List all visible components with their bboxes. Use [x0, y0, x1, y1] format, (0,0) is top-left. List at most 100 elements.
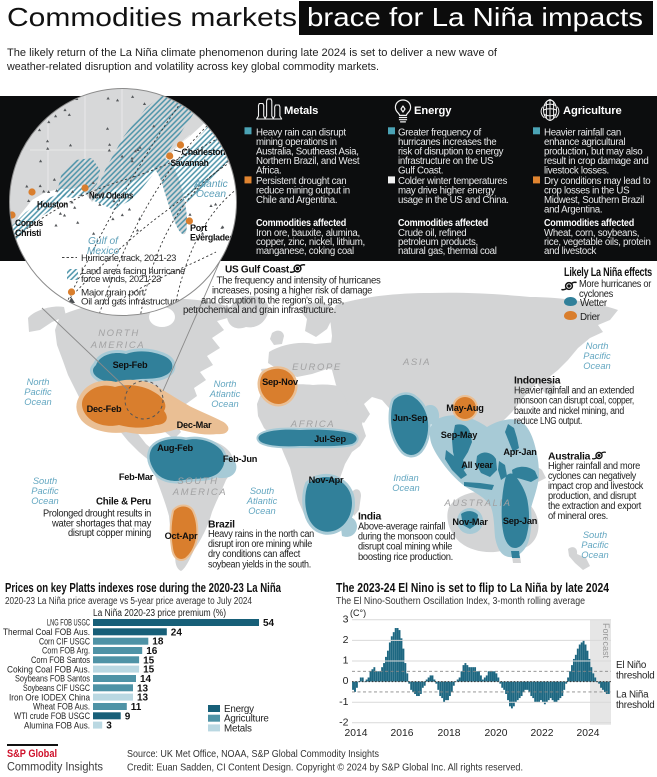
svg-text:Drier: Drier: [580, 312, 601, 323]
svg-text:Iron Ore IODEX China: Iron Ore IODEX China: [9, 691, 91, 702]
svg-text:Alumina FOB Aus.: Alumina FOB Aus.: [24, 719, 90, 730]
svg-text:EUROPE: EUROPE: [292, 362, 342, 373]
svg-text:The El Nino-Southern Oscillati: The El Nino-Southern Oscillation Index, …: [336, 596, 585, 607]
svg-text:Ocean: Ocean: [31, 496, 58, 506]
svg-text:Higher rainfall and more: Higher rainfall and more: [548, 461, 641, 472]
svg-text:South: South: [583, 530, 607, 540]
svg-text:Commodities affected: Commodities affected: [544, 218, 634, 229]
svg-text:La Niña: La Niña: [616, 690, 649, 701]
svg-text:Likely La Niña effects: Likely La Niña effects: [564, 267, 652, 279]
svg-text:Iron ore, bauxite, alumina,: Iron ore, bauxite, alumina,: [256, 228, 360, 239]
svg-text:Pacific: Pacific: [583, 351, 611, 361]
svg-text:2018: 2018: [438, 728, 461, 739]
svg-text:Major grain port: Major grain port: [81, 288, 145, 298]
svg-text:Sep-Jan: Sep-Jan: [503, 516, 538, 526]
svg-text:Heavy rains in the north can: Heavy rains in the north can: [208, 529, 314, 540]
svg-text:LNG FOB USGC: LNG FOB USGC: [47, 617, 90, 628]
svg-text:The likely return of the La Ni: The likely return of the La Niña climate…: [7, 47, 498, 59]
svg-text:Persistent drought can: Persistent drought can: [256, 176, 346, 187]
svg-text:and livestock: and livestock: [544, 246, 597, 257]
svg-text:Australia: Australia: [548, 452, 591, 463]
svg-text:9: 9: [125, 711, 131, 722]
svg-text:2020-23 La Niña price average: 2020-23 La Niña price average vs 5-year …: [5, 596, 252, 607]
svg-text:(C°): (C°): [350, 608, 366, 618]
svg-text:manganese, coking coal: manganese, coking coal: [256, 246, 354, 257]
svg-text:-1: -1: [339, 696, 348, 708]
svg-text:rice, vegetable oils, protein: rice, vegetable oils, protein: [544, 237, 651, 248]
svg-text:production, and disrupt: production, and disrupt: [548, 491, 637, 502]
svg-text:The frequency and intensity of: The frequency and intensity of hurricane…: [217, 276, 381, 287]
svg-text:Commodity Insights: Commodity Insights: [7, 762, 103, 774]
svg-text:disrupt iron ore mining while: disrupt iron ore mining while: [208, 539, 313, 550]
svg-text:Brazil: Brazil: [208, 520, 235, 531]
svg-text:India: India: [358, 512, 381, 523]
svg-text:Heavier rainfall and an extend: Heavier rainfall and an extended: [514, 386, 634, 397]
svg-text:Atlantic: Atlantic: [209, 389, 241, 399]
svg-text:Thermal Coal FOB Aus.: Thermal Coal FOB Aus.: [3, 626, 90, 637]
svg-text:risk of disruption to energy: risk of disruption to energy: [398, 147, 504, 158]
svg-text:Sep-May: Sep-May: [441, 430, 478, 440]
svg-text:Indonesia: Indonesia: [514, 376, 561, 387]
svg-text:Chile and Argentina.: Chile and Argentina.: [256, 195, 337, 206]
svg-text:AFRICA: AFRICA: [290, 419, 335, 430]
svg-text:Coking Coal FOB Aus.: Coking Coal FOB Aus.: [7, 663, 90, 674]
svg-text:Metals: Metals: [224, 723, 252, 734]
svg-text:Jun-Sep: Jun-Sep: [393, 413, 428, 423]
svg-text:1: 1: [343, 655, 349, 667]
svg-text:Heavier rainfall can: Heavier rainfall can: [544, 127, 621, 138]
svg-text:Northern Brazil, and West: Northern Brazil, and West: [256, 156, 360, 167]
svg-text:Feb-Jun: Feb-Jun: [223, 454, 258, 464]
svg-text:13: 13: [137, 693, 149, 704]
svg-text:La Niña 2020-23 price premium: La Niña 2020-23 price premium (%): [93, 608, 226, 619]
svg-text:Oil and gas infrastructure: Oil and gas infrastructure: [81, 297, 180, 307]
svg-text:result in crop damage and: result in crop damage and: [544, 156, 649, 167]
svg-text:S&P Global: S&P Global: [7, 748, 57, 760]
svg-text:copper, zinc, nickel, lithium,: copper, zinc, nickel, lithium,: [256, 237, 365, 248]
svg-text:North: North: [586, 341, 609, 351]
svg-text:Metals: Metals: [284, 105, 318, 117]
svg-text:Greater frequency of: Greater frequency of: [398, 127, 481, 138]
svg-text:Wheat, corn, soybeans,: Wheat, corn, soybeans,: [544, 228, 639, 239]
svg-text:Sep-Feb: Sep-Feb: [113, 360, 148, 370]
svg-text:force winds, 2021-23: force winds, 2021-23: [81, 274, 161, 284]
svg-text:Christi: Christi: [15, 227, 41, 238]
svg-text:North: North: [214, 379, 237, 389]
svg-text:54: 54: [263, 618, 275, 629]
svg-text:cyclones: cyclones: [579, 289, 613, 300]
svg-text:disrupt copper mining: disrupt copper mining: [68, 528, 151, 539]
svg-text:water shortages that may: water shortages that may: [51, 518, 151, 529]
svg-text:Wetter: Wetter: [580, 298, 608, 309]
svg-text:AMERICA: AMERICA: [90, 340, 145, 351]
svg-text:2024: 2024: [577, 728, 600, 739]
svg-text:Gulf Coast.: Gulf Coast.: [398, 166, 443, 177]
svg-text:threshold: threshold: [616, 671, 655, 682]
svg-text:impact crop and livestock: impact crop and livestock: [548, 481, 643, 492]
svg-text:AUSTRALIA: AUSTRALIA: [443, 498, 511, 509]
svg-text:Apr-Jan: Apr-Jan: [503, 447, 537, 457]
svg-text:bauxite and nickel mining, and: bauxite and nickel mining, and: [514, 406, 624, 417]
svg-text:crop losses in the US: crop losses in the US: [544, 186, 630, 197]
svg-text:All year: All year: [461, 460, 493, 470]
svg-text:production, but may also: production, but may also: [544, 147, 642, 158]
svg-text:Ocean: Ocean: [211, 399, 238, 409]
svg-text:Pacific: Pacific: [24, 387, 52, 397]
svg-text:Wheat FOB Aus.: Wheat FOB Aus.: [33, 701, 90, 712]
svg-text:Land area facing hurricane: Land area facing hurricane: [81, 266, 185, 276]
svg-text:-2: -2: [339, 716, 348, 728]
svg-text:Midwest, Southern Brazil: Midwest, Southern Brazil: [544, 195, 644, 206]
svg-text:North: North: [27, 377, 50, 387]
svg-text:petroleum products,: petroleum products,: [398, 237, 478, 248]
svg-text:weather-related disruption and: weather-related disruption and volatilit…: [6, 61, 379, 73]
svg-text:2: 2: [343, 634, 349, 646]
svg-text:15: 15: [143, 665, 155, 676]
svg-text:Energy: Energy: [224, 704, 254, 715]
svg-text:Sep-Nov: Sep-Nov: [262, 377, 299, 387]
svg-text:Chile & Peru: Chile & Peru: [96, 497, 151, 508]
svg-text:Ocean: Ocean: [392, 483, 419, 493]
svg-text:Commodities markets: Commodities markets: [7, 2, 297, 32]
svg-text:US Gulf Coast: US Gulf Coast: [225, 265, 290, 276]
svg-text:South: South: [250, 486, 274, 496]
svg-text:Feb-Mar: Feb-Mar: [119, 472, 154, 482]
svg-text:May-Aug: May-Aug: [446, 403, 483, 413]
svg-text:ASIA: ASIA: [402, 357, 431, 368]
